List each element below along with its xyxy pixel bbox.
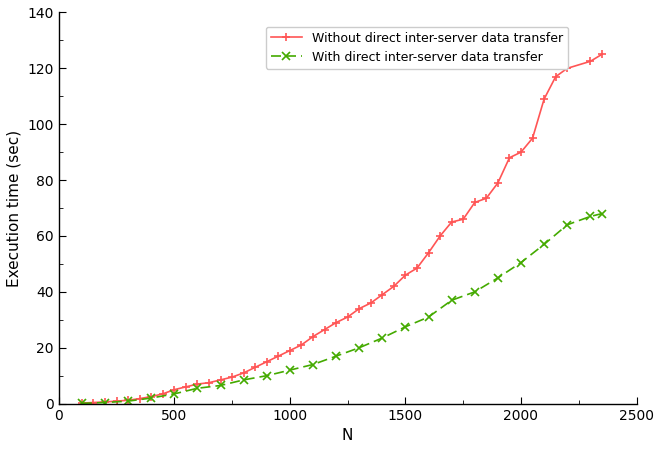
With direct inter-server data transfer: [332, 353, 340, 359]
Without direct inter-server data transfer: [124, 398, 132, 403]
With direct inter-server data transfer: [263, 373, 271, 378]
Without direct inter-server data transfer: [355, 306, 363, 311]
Without direct inter-server data transfer: [459, 216, 467, 222]
Without direct inter-server data transfer: [332, 320, 340, 325]
Without direct inter-server data transfer: [309, 334, 317, 339]
With direct inter-server data transfer: [194, 386, 202, 391]
X-axis label: N: N: [342, 428, 354, 443]
Without direct inter-server data transfer: [321, 327, 329, 332]
With direct inter-server data transfer: [78, 400, 86, 406]
With direct inter-server data transfer: [540, 242, 548, 247]
Without direct inter-server data transfer: [436, 233, 444, 238]
With direct inter-server data transfer: [447, 297, 455, 303]
With direct inter-server data transfer: [401, 324, 409, 329]
With direct inter-server data transfer: [217, 383, 225, 388]
Without direct inter-server data transfer: [517, 149, 525, 155]
Without direct inter-server data transfer: [147, 394, 155, 399]
Without direct inter-server data transfer: [598, 52, 606, 57]
Without direct inter-server data transfer: [286, 348, 294, 353]
With direct inter-server data transfer: [124, 398, 132, 404]
Without direct inter-server data transfer: [274, 353, 282, 359]
Without direct inter-server data transfer: [344, 314, 352, 319]
Without direct inter-server data transfer: [78, 400, 86, 406]
Without direct inter-server data transfer: [194, 382, 202, 387]
Without direct inter-server data transfer: [378, 292, 386, 297]
Without direct inter-server data transfer: [494, 180, 502, 185]
Without direct inter-server data transfer: [297, 342, 305, 348]
With direct inter-server data transfer: [355, 345, 363, 351]
Without direct inter-server data transfer: [413, 266, 421, 271]
With direct inter-server data transfer: [563, 222, 571, 228]
Without direct inter-server data transfer: [540, 96, 548, 102]
With direct inter-server data transfer: [286, 367, 294, 373]
Without direct inter-server data transfer: [367, 300, 375, 306]
With direct inter-server data transfer: [424, 314, 432, 319]
Line: Without direct inter-server data transfer: Without direct inter-server data transfe…: [78, 50, 606, 407]
Line: With direct inter-server data transfer: With direct inter-server data transfer: [78, 209, 606, 408]
Without direct inter-server data transfer: [228, 374, 236, 380]
Without direct inter-server data transfer: [471, 200, 479, 205]
Without direct inter-server data transfer: [552, 74, 560, 79]
Without direct inter-server data transfer: [251, 364, 259, 370]
Without direct inter-server data transfer: [89, 400, 97, 405]
Without direct inter-server data transfer: [159, 391, 167, 396]
With direct inter-server data transfer: [147, 396, 155, 401]
Without direct inter-server data transfer: [136, 396, 143, 401]
Without direct inter-server data transfer: [205, 380, 213, 385]
Legend: Without direct inter-server data transfer, With direct inter-server data transfe: Without direct inter-server data transfe…: [266, 27, 568, 69]
Without direct inter-server data transfer: [563, 66, 571, 71]
Without direct inter-server data transfer: [263, 359, 271, 364]
With direct inter-server data transfer: [101, 400, 109, 405]
Without direct inter-server data transfer: [586, 58, 594, 64]
With direct inter-server data transfer: [517, 260, 525, 265]
Without direct inter-server data transfer: [390, 284, 398, 289]
Without direct inter-server data transfer: [447, 219, 455, 225]
Without direct inter-server data transfer: [101, 399, 109, 405]
Y-axis label: Execution time (sec): Execution time (sec): [7, 130, 22, 287]
Without direct inter-server data transfer: [529, 135, 537, 141]
Without direct inter-server data transfer: [217, 377, 225, 382]
With direct inter-server data transfer: [598, 211, 606, 216]
With direct inter-server data transfer: [171, 391, 178, 396]
With direct inter-server data transfer: [471, 289, 479, 295]
Without direct inter-server data transfer: [424, 250, 432, 256]
With direct inter-server data transfer: [240, 377, 248, 382]
With direct inter-server data transfer: [378, 335, 386, 341]
Without direct inter-server data transfer: [401, 272, 409, 278]
Without direct inter-server data transfer: [182, 384, 190, 390]
With direct inter-server data transfer: [586, 214, 594, 219]
With direct inter-server data transfer: [309, 362, 317, 367]
Without direct inter-server data transfer: [506, 155, 514, 161]
Without direct inter-server data transfer: [112, 398, 120, 404]
Without direct inter-server data transfer: [240, 370, 248, 376]
Without direct inter-server data transfer: [171, 387, 178, 392]
With direct inter-server data transfer: [494, 275, 502, 281]
Without direct inter-server data transfer: [483, 196, 490, 201]
